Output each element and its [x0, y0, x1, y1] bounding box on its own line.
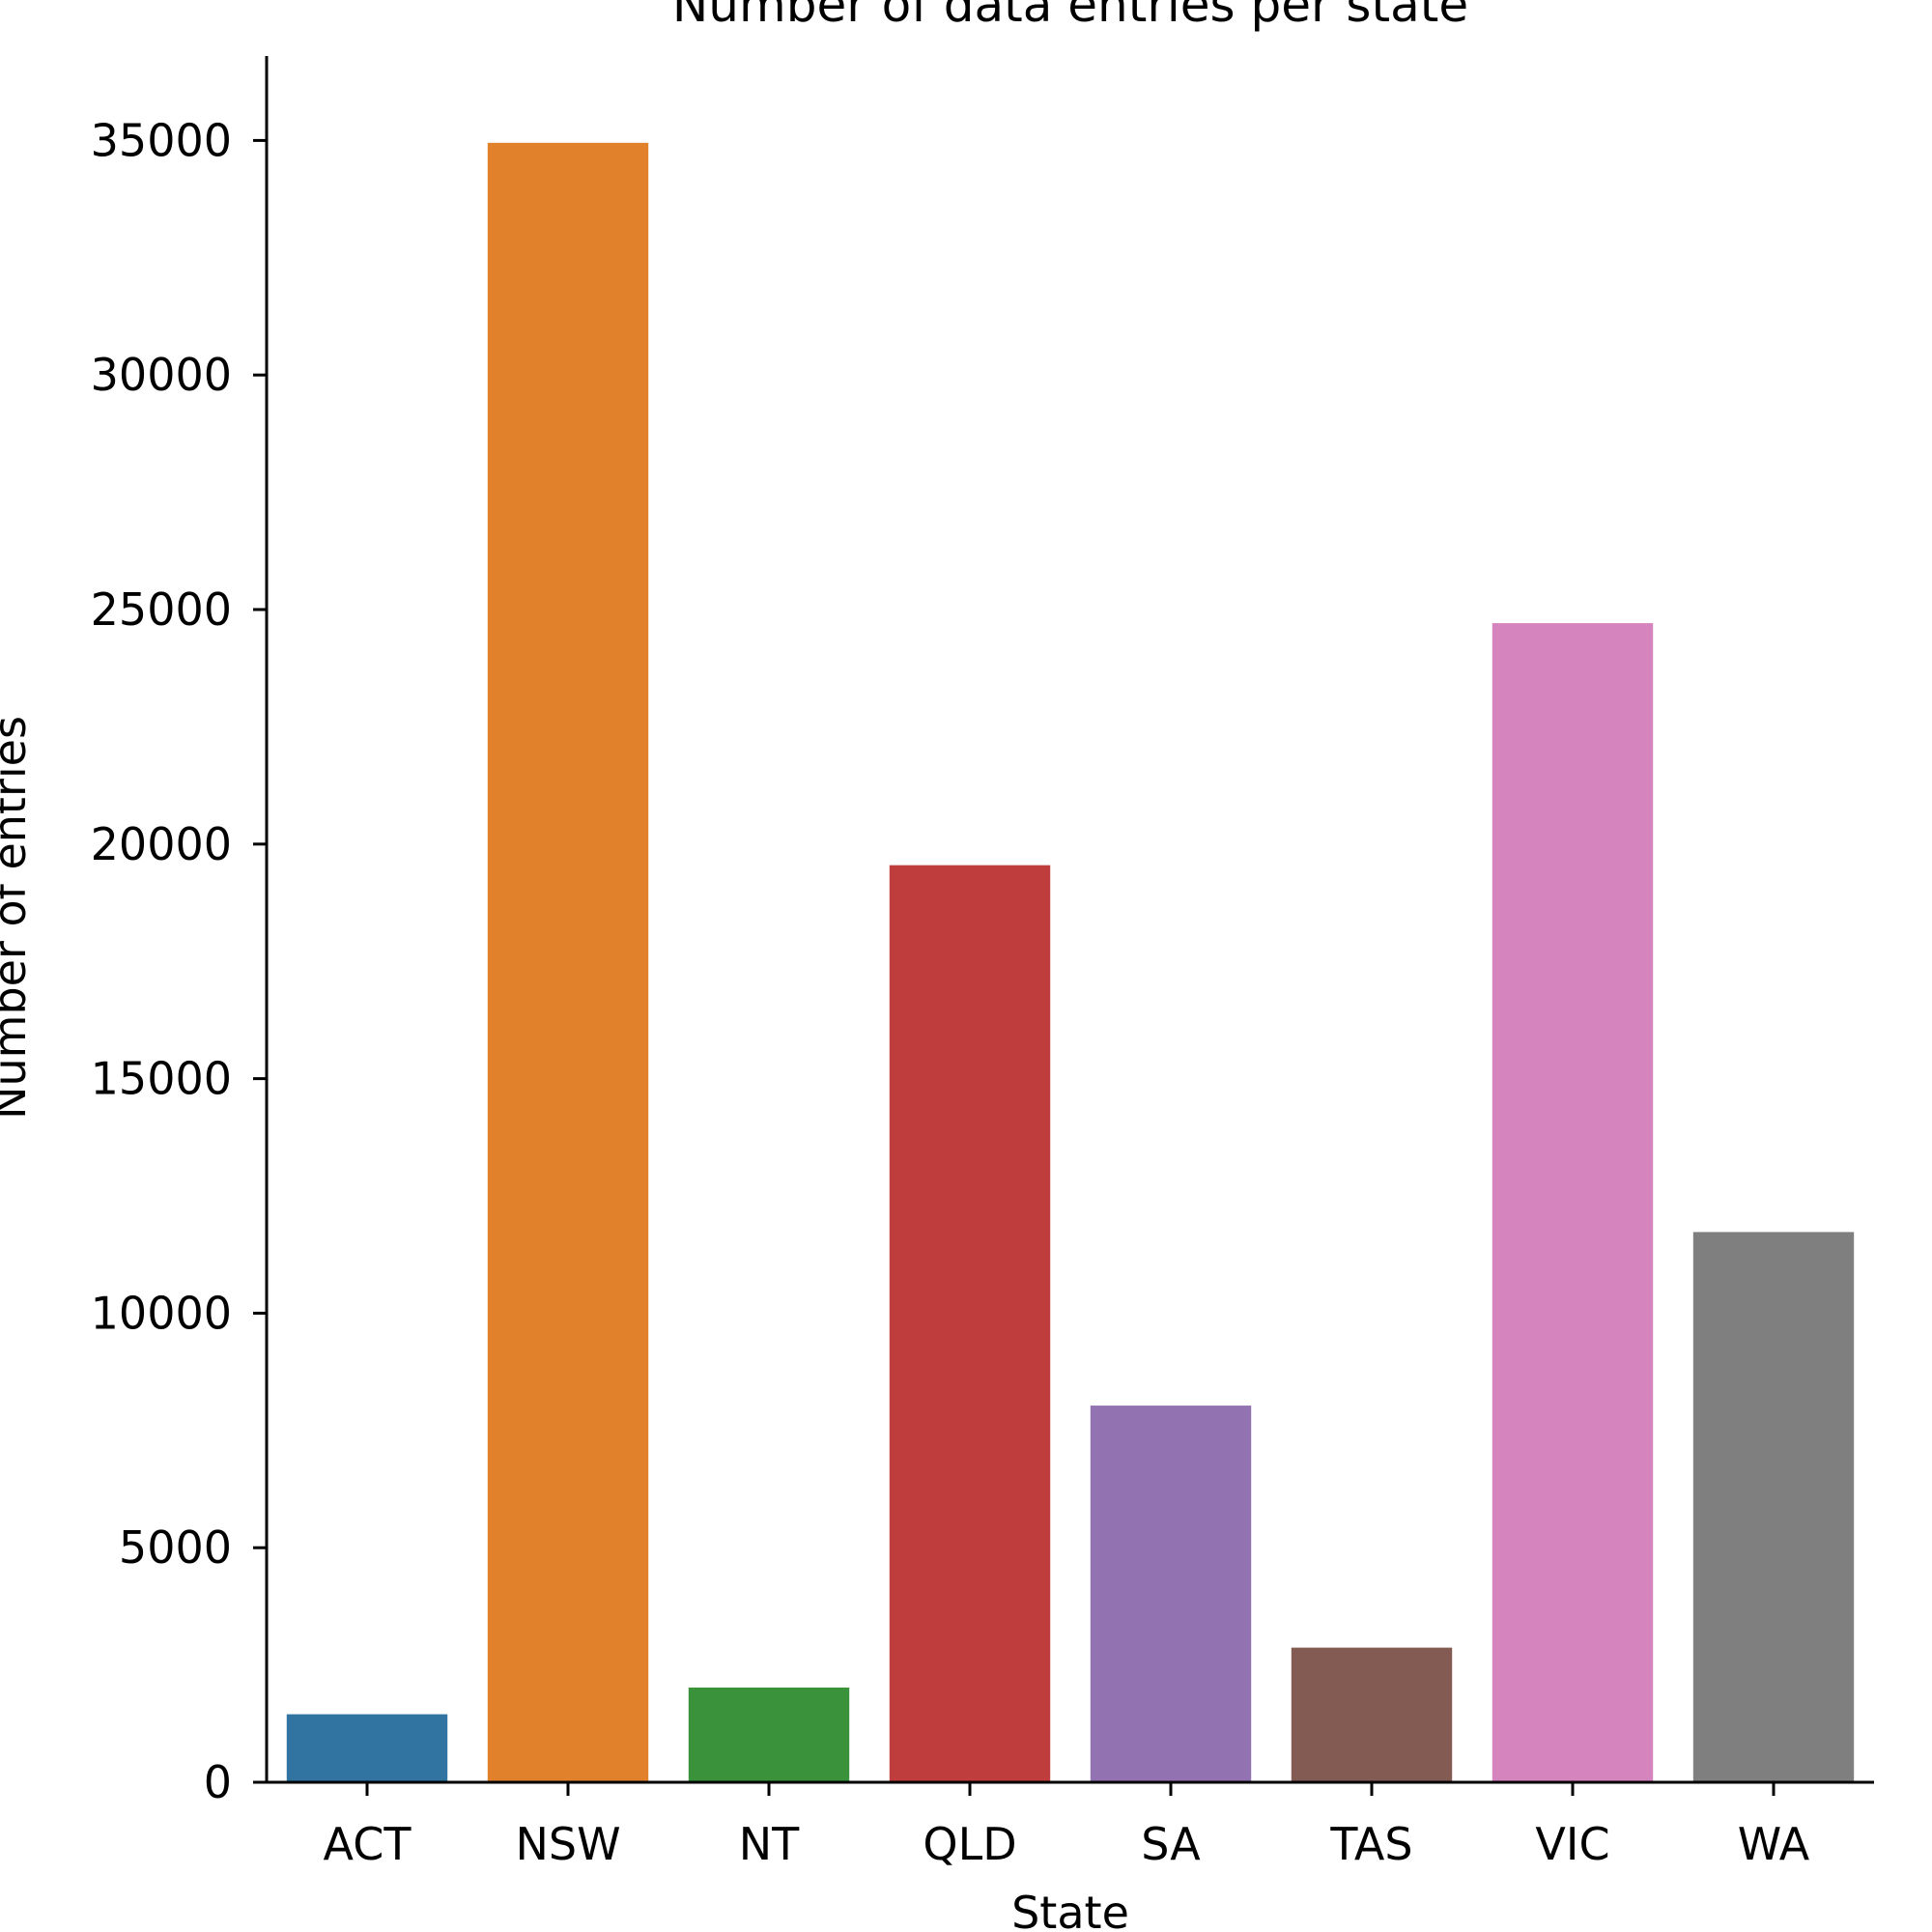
x-tick-label: WA [1738, 1818, 1810, 1870]
y-tick-label: 30000 [91, 349, 232, 401]
x-tick-label: NT [739, 1818, 800, 1870]
x-tick-label: ACT [324, 1818, 412, 1870]
x-tick-label: NSW [515, 1818, 620, 1870]
x-tick-label: QLD [923, 1818, 1016, 1870]
bar-qld [889, 865, 1051, 1782]
x-tick-label: TAS [1329, 1818, 1412, 1870]
y-tick-label: 25000 [91, 583, 232, 636]
bar-sa [1090, 1406, 1252, 1782]
bar-nt [688, 1687, 850, 1782]
bar-wa [1692, 1232, 1855, 1782]
y-axis-label: Number of entries [0, 716, 36, 1120]
bar-tas [1291, 1647, 1453, 1782]
y-tick-label: 20000 [91, 818, 232, 870]
x-axis-ticks: ACT NSW NT QLD SA TAS VIC WA [324, 1782, 1810, 1870]
chart-title: Number of data entries per state [672, 0, 1468, 33]
x-tick-label: SA [1141, 1818, 1201, 1870]
y-tick-label: 15000 [91, 1053, 232, 1105]
y-tick-label: 5000 [119, 1521, 232, 1574]
bar-act [286, 1714, 448, 1782]
bars-group [286, 142, 1855, 1783]
y-tick-label: 0 [204, 1756, 232, 1808]
x-tick-label: VIC [1535, 1818, 1609, 1870]
y-tick-label: 10000 [91, 1287, 232, 1339]
bar-vic [1492, 623, 1654, 1782]
y-axis-ticks: 0 5000 10000 15000 20000 25000 30000 35000 [91, 114, 267, 1808]
bar-nsw [487, 142, 649, 1783]
x-axis-label: State [1011, 1887, 1129, 1932]
y-tick-label: 35000 [91, 114, 232, 166]
